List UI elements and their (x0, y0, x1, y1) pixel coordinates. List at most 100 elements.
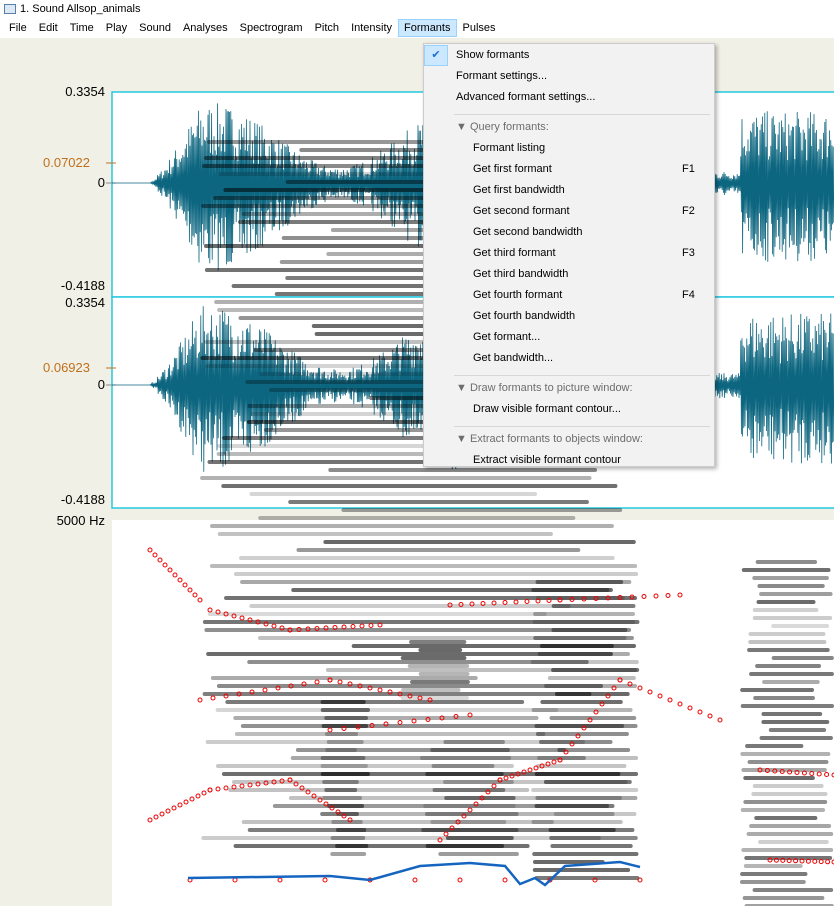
harmonic-band (753, 616, 832, 620)
harmonic-band (749, 632, 826, 636)
harmonic-band (751, 792, 827, 796)
harmonic-band (753, 696, 815, 700)
menu-item[interactable]: Get third bandwidth (424, 264, 714, 285)
harmonic-band (753, 608, 819, 612)
menu-item[interactable]: Formant settings... (424, 66, 714, 87)
menu-item[interactable]: Get first bandwidth (424, 180, 714, 201)
harmonic-band (331, 820, 363, 824)
harmonic-band (325, 732, 358, 736)
harmonic-band (740, 880, 806, 884)
harmonic-band (759, 592, 832, 596)
harmonic-band (409, 640, 466, 644)
zero-label: 0 (0, 377, 105, 392)
harmonic-band (745, 744, 803, 748)
harmonic-band (321, 708, 370, 712)
harmonic-band (549, 828, 635, 832)
harmonic-band (323, 540, 635, 544)
harmonic-band (249, 604, 570, 608)
harmonic-band (771, 624, 829, 628)
harmonic-band (446, 836, 514, 840)
harmonic-band (421, 828, 518, 832)
harmonic-band (757, 600, 816, 604)
harmonic-band (740, 872, 807, 876)
menu-item[interactable]: Formant listing (424, 138, 714, 159)
menu-item[interactable]: Get fourth bandwidth (424, 306, 714, 327)
harmonic-band (432, 764, 495, 768)
harmonic-band (532, 820, 623, 824)
harmonic-band (747, 648, 830, 652)
menu-item[interactable]: ✔Show formants (424, 45, 714, 66)
amplitude-max: 0.3354 (0, 295, 105, 310)
harmonic-band (772, 656, 834, 660)
menu-item-label: Get first formant (473, 159, 552, 180)
menu-shortcut: F3 (682, 243, 695, 264)
harmonic-band (430, 748, 509, 752)
harmonic-band (249, 492, 537, 496)
harmonic-band (420, 756, 511, 760)
harmonic-band (740, 752, 830, 756)
harmonic-band (216, 708, 559, 712)
menu-item[interactable]: Get bandwidth... (424, 348, 714, 369)
harmonic-band (336, 828, 366, 832)
harmonic-band (533, 636, 634, 640)
menu-item-label: Get formant... (473, 327, 540, 348)
harmonic-band (419, 672, 470, 676)
harmonic-band (325, 748, 357, 752)
harmonic-band (540, 700, 622, 704)
harmonic-band (544, 684, 637, 688)
harmonic-band (555, 692, 630, 696)
harmonic-band (322, 724, 369, 728)
harmonic-band (258, 516, 575, 520)
harmonic-band (535, 796, 637, 800)
harmonic-band (408, 664, 469, 668)
harmonic-band (203, 692, 592, 696)
harmonic-band (538, 652, 630, 656)
menu-item-label: Get third formant (473, 243, 556, 264)
harmonic-band (433, 788, 506, 792)
harmonic-band (749, 672, 834, 676)
harmonic-band (548, 676, 636, 680)
harmonic-band (531, 788, 638, 792)
amplitude-max: 0.3354 (0, 84, 105, 99)
harmonic-band (535, 772, 638, 776)
harmonic-band (753, 784, 824, 788)
harmonic-band (551, 628, 627, 632)
harmonic-band (756, 560, 817, 564)
harmonic-band (531, 588, 609, 592)
menu-item[interactable]: Get third formant F3 (424, 243, 714, 264)
harmonic-band (744, 864, 803, 868)
harmonic-band (554, 812, 637, 816)
menu-item[interactable]: Get formant... (424, 327, 714, 348)
menu-item-label: Draw visible formant contour... (473, 399, 621, 420)
harmonic-band (552, 604, 636, 608)
harmonic-band (341, 508, 622, 512)
harmonic-band (544, 780, 632, 784)
harmonic-band (749, 824, 831, 828)
harmonic-band (551, 668, 639, 672)
harmonic-band (537, 756, 638, 760)
menu-item[interactable]: Draw visible formant contour... (424, 399, 714, 420)
harmonic-band (741, 848, 833, 852)
harmonic-band (330, 852, 366, 856)
formants-menu: ✔Show formantsFormant settings...Advance… (423, 43, 715, 467)
section-heading-text: ▼ Draw formants to picture window: (456, 378, 633, 399)
harmonic-band (753, 888, 834, 892)
menu-section-heading: ▼ Draw formants to picture window: (424, 378, 714, 399)
harmonic-band (532, 708, 633, 712)
harmonic-band (324, 788, 357, 792)
menu-item[interactable]: Extract visible formant contour (424, 450, 714, 471)
harmonic-band (410, 680, 470, 684)
harmonic-band (418, 648, 462, 652)
menu-item-label: Get fourth bandwidth (473, 306, 575, 327)
harmonic-band (549, 836, 637, 840)
menu-item[interactable]: Get second bandwidth (424, 222, 714, 243)
harmonic-band (210, 524, 614, 528)
harmonic-band (327, 740, 364, 744)
menu-item[interactable]: Advanced formant settings... (424, 87, 714, 108)
cursor-value: 0.07022 (0, 155, 90, 170)
menu-shortcut: F4 (682, 285, 695, 306)
menu-shortcut: F2 (682, 201, 695, 222)
